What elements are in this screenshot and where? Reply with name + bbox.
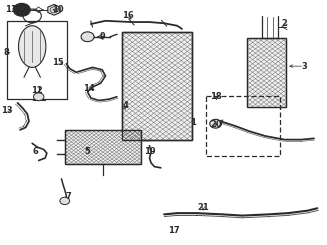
- Polygon shape: [19, 26, 46, 67]
- Circle shape: [33, 93, 44, 101]
- Bar: [247, 38, 286, 107]
- Text: 9: 9: [99, 32, 105, 41]
- Text: 7: 7: [65, 192, 71, 200]
- Text: 15: 15: [52, 58, 64, 67]
- Bar: [206, 96, 280, 156]
- Text: 19: 19: [144, 147, 155, 156]
- Bar: [65, 130, 141, 164]
- Text: 6: 6: [32, 147, 38, 156]
- Polygon shape: [48, 4, 60, 15]
- Text: 12: 12: [31, 86, 43, 95]
- Text: 20: 20: [211, 121, 222, 129]
- Circle shape: [13, 3, 30, 16]
- Text: 14: 14: [83, 84, 95, 93]
- Text: 1: 1: [191, 118, 197, 127]
- Text: 5: 5: [85, 147, 91, 156]
- Bar: [122, 32, 192, 140]
- Bar: [65, 130, 141, 164]
- Text: 17: 17: [168, 226, 180, 235]
- Text: 8: 8: [3, 48, 9, 57]
- Bar: [122, 32, 192, 140]
- Circle shape: [60, 197, 70, 205]
- Bar: [247, 38, 286, 107]
- Text: 4: 4: [122, 101, 128, 110]
- Circle shape: [210, 119, 221, 128]
- Text: 3: 3: [301, 62, 307, 71]
- Text: 18: 18: [211, 92, 222, 101]
- Text: 21: 21: [197, 203, 209, 211]
- Text: 2: 2: [282, 19, 287, 28]
- Text: 10: 10: [52, 5, 64, 14]
- Text: 13: 13: [1, 106, 13, 115]
- Circle shape: [81, 32, 94, 42]
- Text: 11: 11: [5, 5, 17, 14]
- Bar: [7, 21, 67, 99]
- Text: 16: 16: [122, 12, 134, 20]
